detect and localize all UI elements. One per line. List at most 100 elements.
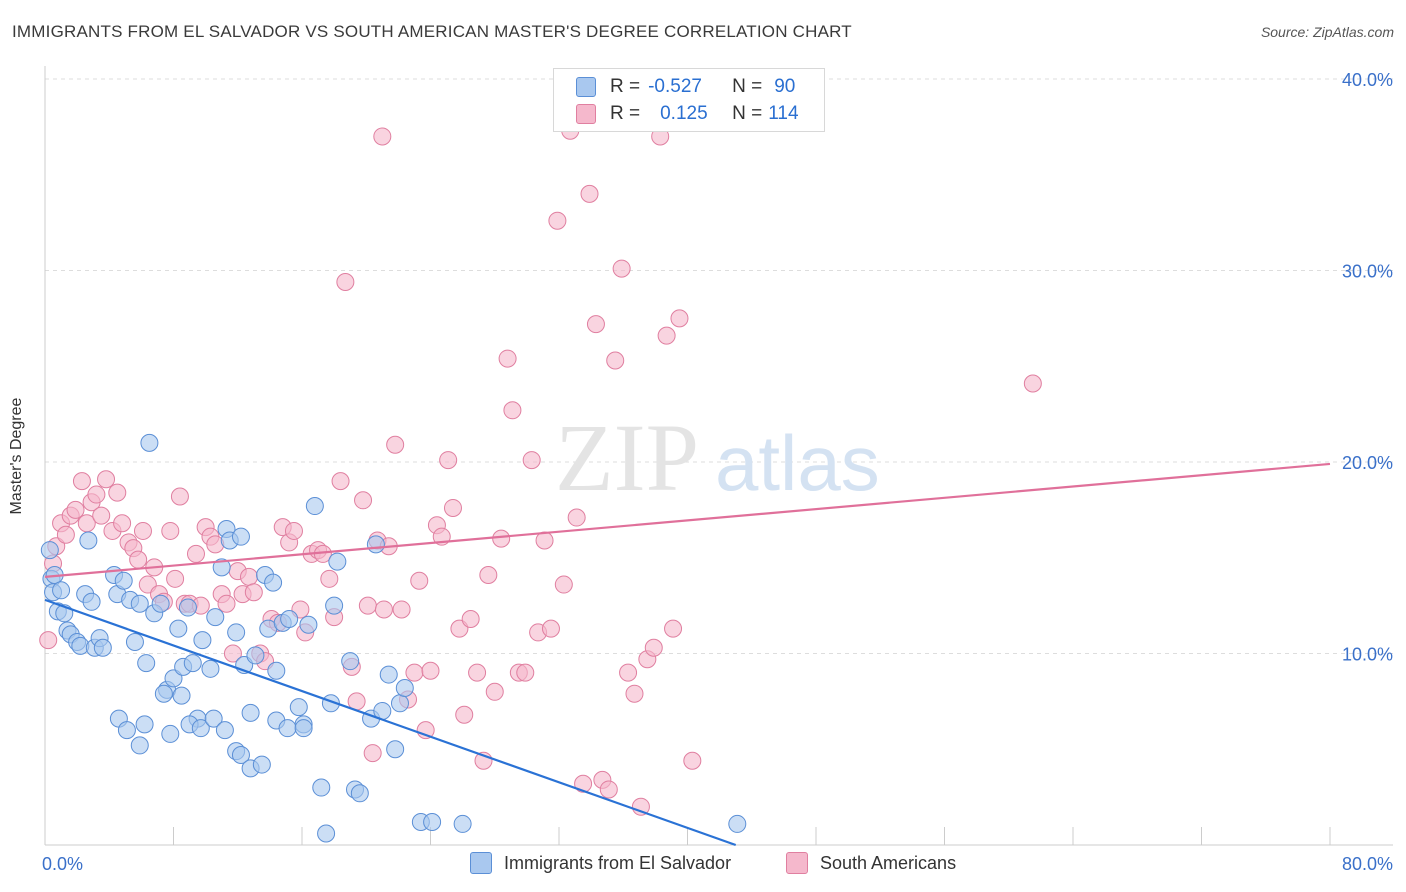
point-el-salvador-69 bbox=[395, 678, 414, 697]
point-el-salvador-23 bbox=[137, 654, 156, 673]
legend-r-label-1: R = bbox=[610, 76, 641, 97]
point-south-american-63 bbox=[374, 600, 393, 619]
watermark: ZIP atlas bbox=[555, 404, 880, 511]
stats-legend: R = -0.527 N = 90 R = 0.125 N = 114 bbox=[553, 68, 825, 132]
point-south-american-97 bbox=[580, 184, 599, 203]
point-south-american-18 bbox=[129, 550, 148, 569]
legend-n-value-1: 90 bbox=[774, 76, 796, 97]
point-el-salvador-34 bbox=[193, 631, 212, 650]
point-el-salvador-72 bbox=[130, 736, 149, 755]
axes bbox=[44, 66, 1393, 846]
point-el-salvador-22 bbox=[130, 594, 149, 613]
point-el-salvador-13 bbox=[82, 592, 101, 611]
legend-item-el-salvador: Immigrants from El Salvador bbox=[470, 852, 731, 874]
point-south-american-29 bbox=[186, 544, 205, 563]
point-south-american-78 bbox=[461, 610, 480, 629]
point-el-salvador-86 bbox=[278, 719, 297, 738]
point-el-salvador-51 bbox=[289, 698, 308, 717]
point-el-salvador-71 bbox=[117, 721, 136, 740]
point-south-american-92 bbox=[548, 211, 567, 230]
y-tick-label-0: 10.0% bbox=[1342, 645, 1393, 665]
point-south-american-96 bbox=[574, 774, 593, 793]
legend-swatch-blue bbox=[576, 77, 596, 97]
point-el-salvador-36 bbox=[206, 608, 225, 627]
point-el-salvador-54 bbox=[305, 497, 324, 516]
point-south-american-102 bbox=[612, 259, 631, 278]
point-south-american-103 bbox=[619, 663, 638, 682]
point-south-american-39 bbox=[239, 567, 258, 586]
point-south-american-88 bbox=[522, 451, 541, 470]
point-south-american-60 bbox=[358, 596, 377, 615]
point-south-american-71 bbox=[421, 661, 440, 680]
point-el-salvador-5 bbox=[52, 581, 71, 600]
point-el-salvador-62 bbox=[350, 784, 369, 803]
point-el-salvador-37 bbox=[212, 558, 231, 577]
watermark-zip: ZIP bbox=[555, 404, 699, 511]
point-south-american-74 bbox=[439, 451, 458, 470]
point-el-salvador-84 bbox=[252, 755, 271, 774]
point-south-american-100 bbox=[599, 780, 618, 799]
point-south-american-114 bbox=[373, 127, 392, 146]
point-el-salvador-26 bbox=[151, 594, 170, 613]
point-south-american-83 bbox=[492, 529, 511, 548]
point-el-salvador-48 bbox=[267, 661, 286, 680]
source-label: Source: ZipAtlas.com bbox=[1260, 24, 1394, 40]
point-south-american-19 bbox=[133, 521, 152, 540]
trend-line-el-salvador bbox=[44, 598, 737, 847]
x-tick-label-0: 0.0% bbox=[42, 854, 83, 874]
legend-n-label-1: N = bbox=[732, 76, 763, 97]
point-el-salvador-19 bbox=[114, 571, 133, 590]
point-el-salvador-50 bbox=[280, 610, 299, 629]
point-south-american-56 bbox=[336, 272, 355, 291]
legend-r-value-2: 0.125 bbox=[660, 103, 708, 124]
point-south-american-81 bbox=[479, 565, 498, 584]
legend-item-south-americans: South Americans bbox=[786, 852, 956, 874]
y-tick-label-1: 20.0% bbox=[1342, 453, 1393, 473]
point-el-salvador-35 bbox=[201, 659, 220, 678]
point-south-american-25 bbox=[166, 569, 185, 588]
point-el-salvador-16 bbox=[93, 638, 112, 657]
point-el-salvador-91 bbox=[728, 814, 747, 833]
point-el-salvador-31 bbox=[178, 598, 197, 617]
point-el-salvador-41 bbox=[231, 527, 250, 546]
point-south-american-40 bbox=[244, 583, 263, 602]
point-el-salvador-12 bbox=[79, 531, 98, 550]
point-el-salvador-75 bbox=[161, 724, 180, 743]
point-south-american-87 bbox=[516, 663, 535, 682]
point-el-salvador-64 bbox=[366, 535, 385, 554]
trend-line-south-americans bbox=[44, 462, 1331, 578]
point-south-american-109 bbox=[657, 326, 676, 345]
legend-n-value-2: 114 bbox=[768, 103, 799, 124]
point-el-salvador-29 bbox=[169, 619, 188, 638]
point-el-salvador-66 bbox=[379, 665, 398, 684]
point-south-american-110 bbox=[664, 619, 683, 638]
point-south-american-91 bbox=[541, 619, 560, 638]
point-south-american-24 bbox=[161, 521, 180, 540]
point-south-american-101 bbox=[606, 351, 625, 370]
trend-lines bbox=[44, 462, 1331, 847]
point-south-american-68 bbox=[405, 663, 424, 682]
point-el-salvador-24 bbox=[140, 433, 159, 452]
point-south-american-98 bbox=[586, 315, 605, 334]
point-el-salvador-76 bbox=[172, 686, 191, 705]
data-points bbox=[39, 121, 1042, 843]
point-el-salvador-74 bbox=[154, 684, 173, 703]
y-tick-label-2: 30.0% bbox=[1342, 262, 1393, 282]
legend-swatch-south-americans bbox=[786, 852, 808, 874]
point-south-american-12 bbox=[97, 470, 116, 489]
point-el-salvador-59 bbox=[328, 552, 347, 571]
point-el-salvador-55 bbox=[312, 778, 331, 797]
point-south-american-61 bbox=[363, 744, 382, 763]
point-south-american-85 bbox=[503, 401, 522, 420]
point-el-salvador-0 bbox=[40, 541, 59, 560]
point-el-salvador-32 bbox=[183, 654, 202, 673]
point-south-american-14 bbox=[108, 483, 127, 502]
point-el-salvador-79 bbox=[204, 709, 223, 728]
point-south-american-53 bbox=[320, 569, 339, 588]
point-south-american-79 bbox=[468, 663, 487, 682]
point-el-salvador-47 bbox=[264, 573, 283, 592]
point-south-american-15 bbox=[113, 514, 132, 533]
point-south-american-93 bbox=[554, 575, 573, 594]
point-south-american-66 bbox=[392, 600, 411, 619]
point-south-american-77 bbox=[455, 705, 474, 724]
